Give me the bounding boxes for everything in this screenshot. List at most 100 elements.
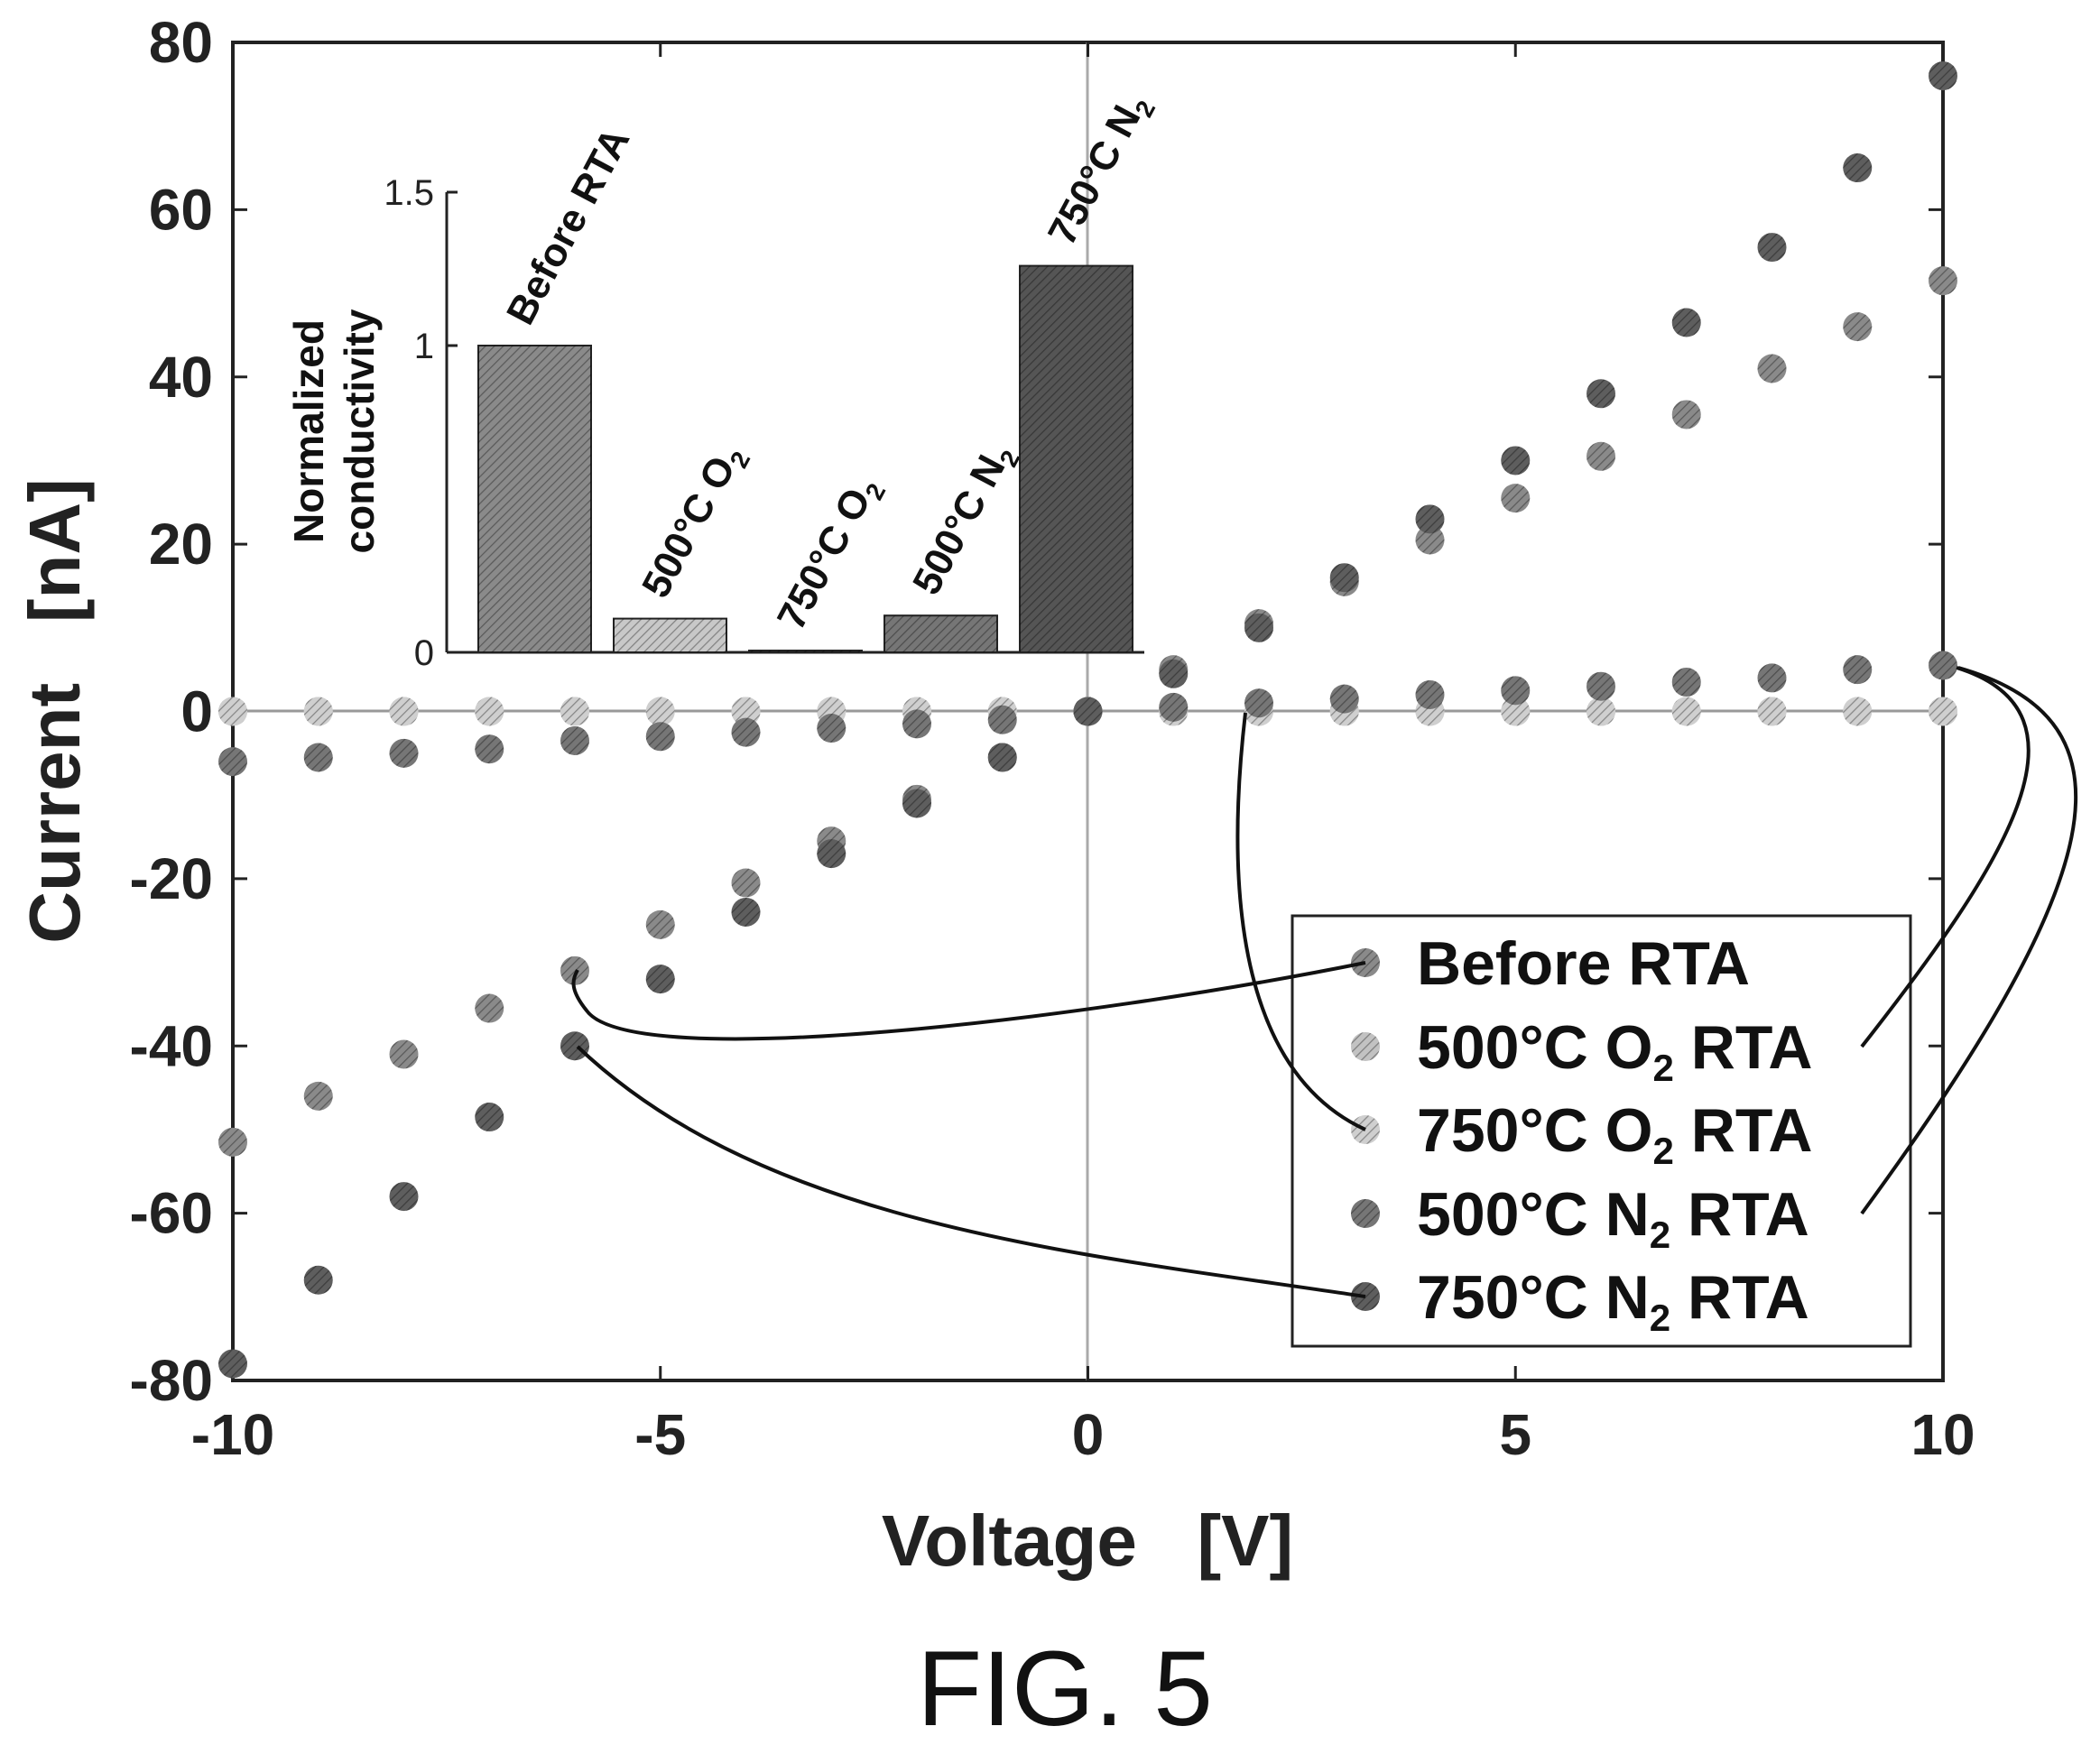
point-texture [1501,676,1531,706]
y-tick-label: 60 [149,177,213,242]
point-texture [560,955,589,985]
point-texture [1587,379,1615,409]
y-tick-label: 20 [149,512,213,577]
point-texture [1159,692,1189,722]
data-points [218,61,1957,1379]
inset-bar-group: 750°C N2 [1019,86,1161,653]
inset-bar-label: 750°C N2 [1040,86,1161,254]
legend-box [1291,914,1912,1348]
inset-bar-label: 500°C N2 [904,436,1025,605]
point-texture [1244,688,1273,718]
y-axis-title: Current [nA] [14,478,95,944]
y-tick-label: 80 [149,10,213,75]
point-texture [987,705,1017,734]
legend-label: 750°C N2 RTA [1417,1263,1809,1339]
inset-bar-texture [1020,265,1133,652]
leader-lines [571,666,2078,1298]
point-texture [1671,668,1701,697]
point-texture [1843,153,1873,183]
point-texture [389,1182,419,1212]
x-tick-label: -10 [191,1402,275,1467]
inset-tick-label: 0 [414,633,434,673]
point-texture [218,1127,247,1157]
legend-label: 500°C O2 RTA [1417,1013,1813,1089]
x-tick-label: 5 [1499,1402,1531,1467]
inset-bar-group: 500°C O2 [613,437,755,653]
point-texture [560,725,589,755]
point-texture [1329,684,1359,714]
inset-bar-chart: 011.5 Normalized conductivity Before RTA… [285,86,1161,673]
point-texture [1843,697,1873,726]
inset-bar-group: 750°C O2 [748,479,891,653]
point-texture [1501,446,1531,475]
point-texture [389,738,419,768]
inset-y-title-line1: Normalized [285,319,332,543]
legend-item-n2_750: 750°C N2 RTA [1351,1263,1809,1339]
point-texture [645,909,675,939]
y-axis-ticks: -80 -60 -40 -20 0 20 40 60 80 [130,10,1943,1413]
inset-tick-label: 1 [414,327,434,366]
legend-marker-texture [1351,1032,1380,1061]
point-texture [731,897,761,927]
point-texture [475,993,504,1023]
point-texture [218,1349,247,1379]
point-texture [303,743,333,772]
y-tick-label: -40 [130,1013,214,1078]
point-texture [1671,308,1701,337]
point-texture [1671,400,1701,429]
point-texture [1757,663,1787,693]
y-tick-label: 40 [149,345,213,410]
point-texture [731,717,761,747]
point-texture [1329,563,1359,593]
inset-y-title-line2: conductivity [336,309,383,553]
point-texture [817,714,846,743]
inset-tick-label: 1.5 [384,173,434,213]
figure-caption: FIG. 5 [917,1629,1213,1749]
legend-item-before: Before RTA [1351,929,1750,998]
inset-bar-texture [749,651,862,652]
point-texture [1501,697,1531,726]
point-texture [1929,651,1957,680]
point-texture [1501,484,1531,513]
legend-label: 500°C N2 RTA [1417,1180,1809,1256]
leader-line-500-o2 [1860,666,2031,1048]
point-texture [1757,697,1787,726]
point-texture [560,1031,589,1061]
inset-bar-label: Before RTA [498,121,638,332]
point-texture [1843,655,1873,685]
point-texture [303,697,333,726]
legend-item-o2_750: 750°C O2 RTA [1351,1096,1813,1172]
series-n2_750 [218,61,1957,1379]
point-texture [1415,525,1445,555]
point-texture [303,1265,333,1295]
legend-label: 750°C O2 RTA [1417,1096,1813,1172]
point-texture [560,697,589,726]
x-axis-ticks: -10 -5 0 5 10 [191,42,1975,1467]
point-texture [475,1103,504,1132]
legend-marker-texture [1351,1199,1380,1228]
point-texture [1587,671,1615,701]
point-texture [645,697,675,726]
point-texture [987,743,1017,772]
point-texture [1671,697,1701,726]
point-texture [1757,233,1787,263]
leader-line-before-rta [571,961,1366,1041]
point-texture [645,722,675,752]
y-tick-label: 0 [180,679,213,744]
point-texture [731,697,761,726]
x-tick-label: 10 [1910,1402,1975,1467]
inset-y-ticks: 011.5 [384,173,458,673]
x-tick-label: 0 [1072,1402,1105,1467]
point-texture [389,697,419,726]
inset-bar-label: 500°C O2 [634,437,755,607]
point-texture [1929,266,1957,296]
legend-item-n2_500: 500°C N2 RTA [1351,1180,1809,1256]
point-texture [475,734,504,764]
leader-line-750-o2 [1235,712,1366,1131]
legend-label: Before RTA [1417,929,1750,998]
point-texture [218,747,247,777]
x-tick-label: -5 [634,1402,686,1467]
y-tick-label: -60 [130,1181,214,1246]
